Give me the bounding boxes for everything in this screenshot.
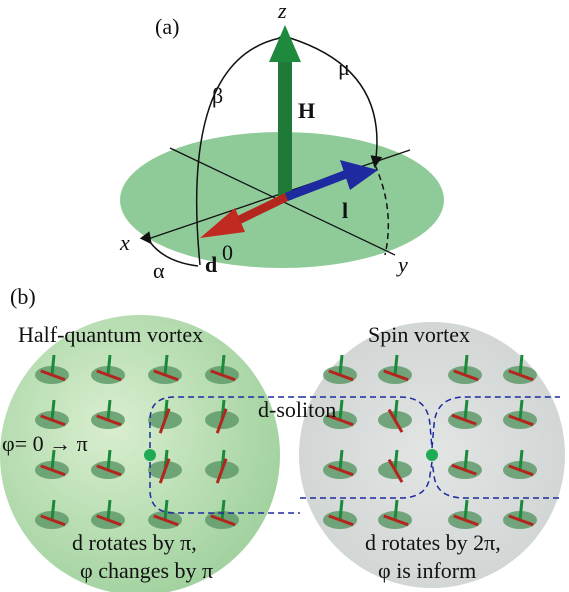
spin-l [108, 355, 110, 375]
vortex-title: Half-quantum vortex [18, 322, 203, 347]
angle-label: μ [338, 55, 350, 80]
spin-l [465, 355, 467, 375]
angle-label: α [153, 258, 165, 283]
spin-l [52, 355, 54, 375]
spin-l [108, 400, 110, 420]
spin-l [395, 355, 397, 375]
spin-l [520, 355, 522, 375]
spin-l [108, 500, 110, 520]
spin-l [340, 400, 342, 420]
panel-a: (a) z x y μ β α H l d 0 [119, 0, 444, 283]
spin-l [340, 450, 342, 470]
arrow-H [278, 60, 292, 200]
vector-superscript: 0 [222, 240, 233, 265]
spin-l [52, 500, 54, 520]
caption: d rotates by π, [72, 530, 197, 555]
spin-l [165, 500, 167, 520]
spin-l [222, 355, 224, 375]
panel-b: (b) Half-quantum vortex Spin vortex d-so… [0, 284, 565, 592]
spin-l [395, 500, 397, 520]
axis-label: y [396, 252, 408, 277]
phase-label: φ= 0 → π [2, 431, 88, 456]
spin-l [395, 450, 397, 470]
spin-l [52, 400, 54, 420]
caption: d rotates by 2π, [365, 530, 501, 555]
angle-label: β [212, 83, 223, 108]
vector-label: H [298, 98, 315, 123]
figure: (a) z x y μ β α H l d 0 (b) Half-quantum… [0, 0, 569, 592]
axis-label: z [277, 0, 287, 23]
panel-label: (b) [10, 284, 36, 309]
vector-label: d [205, 252, 217, 277]
spin-l [520, 400, 522, 420]
spin-l [108, 450, 110, 470]
vortex-core [144, 449, 156, 461]
panel-label: (a) [155, 14, 179, 39]
caption: φ changes by π [80, 558, 213, 583]
spin-l [165, 355, 167, 375]
spin-l [465, 400, 467, 420]
spin-l [340, 500, 342, 520]
spin-l [520, 500, 522, 520]
vector-label: l [342, 198, 348, 223]
axis-label: x [119, 230, 130, 255]
vortex-core [426, 449, 438, 461]
soliton-label: d-soliton [258, 397, 336, 422]
spin-l [465, 450, 467, 470]
arrow-H-head [269, 25, 301, 62]
spin-l [465, 500, 467, 520]
spin-l [222, 500, 224, 520]
caption: φ is inform [378, 558, 476, 583]
spin-l [340, 355, 342, 375]
spin-l [395, 400, 397, 420]
vortex-title: Spin vortex [368, 322, 470, 347]
spin-l [520, 450, 522, 470]
